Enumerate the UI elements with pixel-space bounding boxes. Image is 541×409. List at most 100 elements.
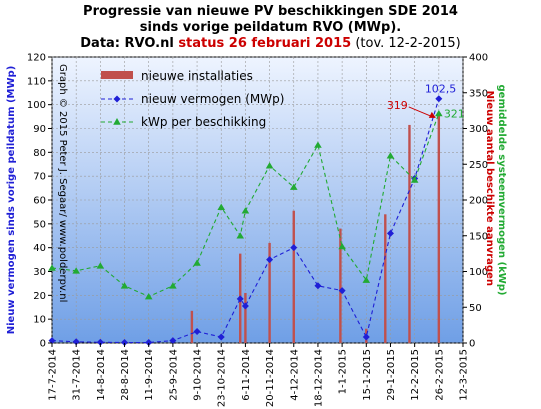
- annotations: 319 102,5 321: [387, 83, 465, 121]
- title-status: status 26 februari 2015: [178, 36, 352, 51]
- point-blue: [72, 338, 80, 346]
- tick-label-left: 50: [33, 219, 46, 230]
- tick-label-x: 28-8-2014: [120, 349, 131, 401]
- tick-label-right: 50: [469, 303, 482, 314]
- point-blue: [193, 328, 201, 336]
- tick-label-x: 11-9-2014: [144, 349, 155, 401]
- point-green: [96, 262, 105, 269]
- point-green: [72, 267, 80, 274]
- point-blue: [145, 339, 153, 347]
- y-axis-left-label: Nieuw vermogen sinds vorige peildatum (M…: [6, 66, 17, 335]
- point-blue: [290, 244, 298, 252]
- tick-label-x: 9-10-2014: [193, 349, 204, 401]
- point-green: [120, 282, 129, 289]
- tick-label-x: 26-2-2015: [434, 349, 445, 401]
- tick-label-x: 12-2-2015: [410, 349, 421, 401]
- tick-label-left: 20: [33, 291, 46, 302]
- legend-marker-green: [113, 118, 121, 125]
- tick-label-right: 150: [469, 231, 488, 242]
- point-green: [236, 232, 245, 239]
- annotation-arrowhead: [428, 111, 436, 118]
- point-green: [169, 282, 177, 289]
- chart-title-line1: Progressie van nieuwe PV beschikkingen S…: [83, 4, 458, 19]
- point-green: [48, 264, 56, 271]
- bar: [339, 228, 342, 343]
- chart-title-line3: Data: RVO.nl status 26 februari 2015 (to…: [0, 36, 541, 52]
- tick-label-right: 100: [469, 267, 488, 278]
- bar: [437, 114, 441, 343]
- legend: nieuwe installaties nieuw vermogen (MWp) k…: [101, 69, 284, 129]
- point-blue: [241, 302, 249, 310]
- chart-title-line2: sinds vorige peildatum RVO (MWp).: [139, 20, 402, 35]
- tick-label-right: 0: [469, 339, 475, 350]
- point-blue: [217, 333, 225, 341]
- legend-label-blue: nieuw vermogen (MWp): [141, 92, 284, 106]
- tick-label-x: 25-9-2014: [168, 349, 179, 401]
- point-blue: [48, 337, 56, 345]
- tick-label-x: 6-11-2014: [241, 349, 252, 401]
- legend-label-green: kWp per beschikking: [141, 115, 266, 129]
- tick-label-left: 30: [33, 267, 46, 278]
- tick-label-left: 10: [33, 315, 46, 326]
- tick-label-right: 400: [469, 53, 488, 64]
- tick-label-x: 15-1-2015: [362, 349, 373, 401]
- point-blue: [338, 287, 346, 295]
- point-blue: [96, 338, 104, 346]
- point-green: [338, 242, 346, 250]
- point-green: [193, 259, 201, 266]
- bar: [268, 242, 271, 343]
- legend-marker-blue: [113, 95, 121, 103]
- tick-label-left: 100: [27, 100, 46, 111]
- point-blue: [386, 229, 394, 237]
- tick-label-x: 20-11-2014: [265, 349, 276, 407]
- bar: [384, 214, 387, 343]
- point-green: [241, 207, 250, 214]
- tick-label-x: 23-10-2014: [217, 349, 228, 407]
- point-green: [314, 141, 322, 148]
- tick-label-right: 250: [469, 160, 488, 171]
- point-blue: [314, 282, 322, 290]
- tick-label-left: 70: [33, 172, 46, 183]
- y-axis-right-label-red: Nieuw aantal beschikte aanvragen: [484, 91, 495, 286]
- title-compare: (tov. 12-2-2015): [351, 36, 461, 51]
- annotation-bars: 319: [387, 99, 408, 112]
- bar: [408, 124, 411, 343]
- tick-label-left: 80: [33, 148, 46, 159]
- point-blue: [236, 295, 244, 303]
- tick-label-left: 120: [27, 53, 46, 64]
- tick-label-left: 0: [40, 339, 46, 350]
- tick-label-left: 110: [27, 76, 46, 87]
- point-green: [144, 293, 153, 300]
- point-green: [435, 109, 443, 117]
- point-green: [217, 203, 226, 210]
- tick-label-x: 31-7-2014: [72, 349, 83, 401]
- tick-label-x: 18-12-2014: [313, 349, 324, 407]
- series-line-green: [51, 113, 440, 298]
- point-green: [386, 152, 395, 159]
- point-blue: [266, 256, 274, 264]
- tick-label-right: 200: [469, 196, 488, 207]
- point-blue: [362, 333, 370, 341]
- annotation-arrow: [408, 106, 434, 118]
- title-source: Data: RVO.nl: [80, 36, 179, 51]
- legend-label-bars: nieuwe installaties: [141, 69, 253, 83]
- legend-swatch-bars: [101, 71, 133, 79]
- series-line-blue: [51, 98, 440, 344]
- bar: [292, 210, 295, 343]
- tick-label-right: 350: [469, 88, 488, 99]
- point-blue: [435, 95, 443, 103]
- point-green: [265, 162, 274, 169]
- tick-label-left: 60: [33, 196, 46, 207]
- annotation-green: 321: [444, 107, 465, 120]
- axes: 0 10 20 30 40 50 60 70 80 90 100 110 120 0 50 100 150 200…: [27, 53, 488, 408]
- tick-label-x: 14-8-2014: [96, 349, 107, 401]
- point-green: [289, 183, 298, 190]
- tick-label-x: 1-1-2015: [338, 349, 349, 394]
- tick-label-left: 90: [33, 124, 46, 135]
- point-blue: [169, 337, 177, 345]
- bar: [244, 292, 247, 343]
- grid: [51, 56, 464, 344]
- tick-label-right: 300: [469, 124, 488, 135]
- lines: [48, 95, 443, 347]
